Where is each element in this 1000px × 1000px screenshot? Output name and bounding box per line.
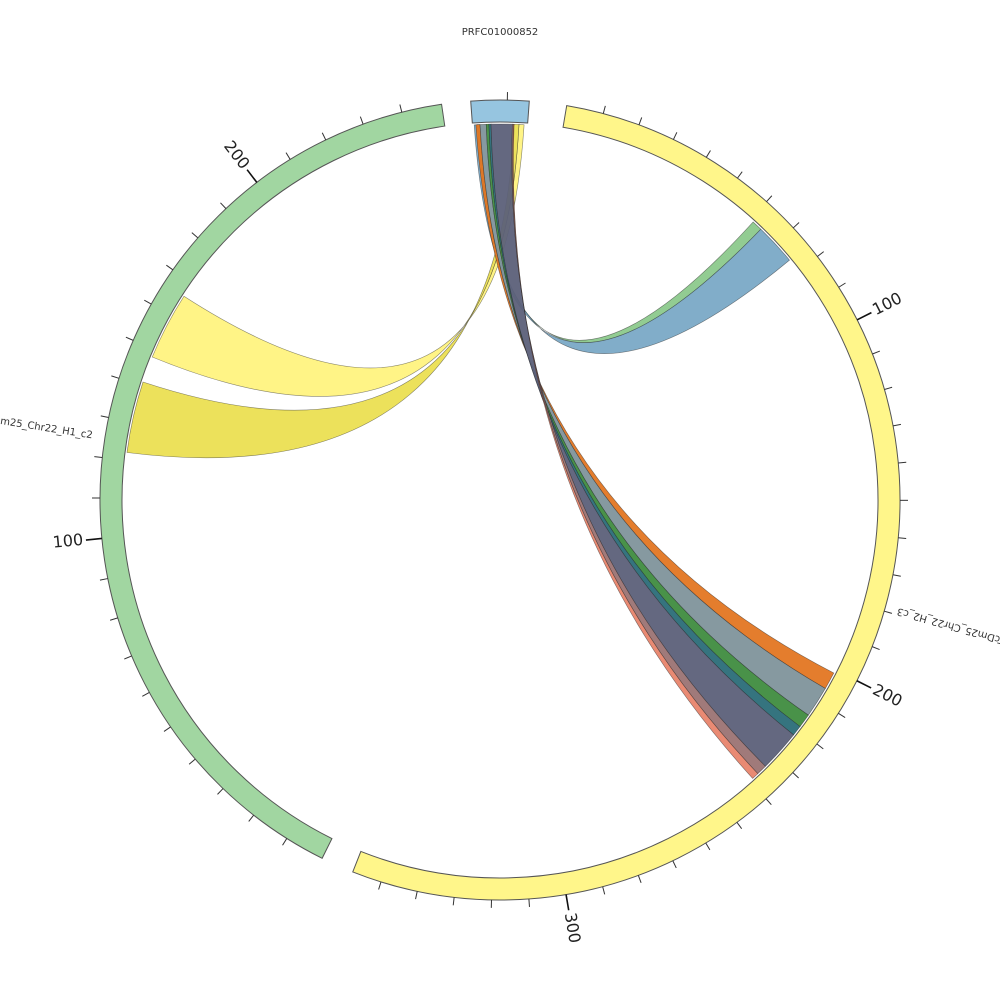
major-tick	[856, 680, 872, 689]
minor-tick	[166, 264, 174, 271]
minor-tick	[672, 132, 678, 140]
minor-tick	[898, 537, 907, 539]
minor-tick	[638, 117, 643, 126]
minor-tick	[736, 821, 743, 830]
ideogram-h2	[352, 105, 901, 901]
ideogram-prfc	[470, 99, 530, 124]
minor-tick	[792, 222, 800, 229]
minor-tick	[602, 105, 606, 114]
minor-tick	[248, 814, 255, 822]
tick-label: 200	[220, 137, 254, 173]
minor-tick	[898, 461, 907, 464]
minor-tick	[99, 578, 108, 581]
minor-tick	[191, 232, 199, 239]
ribbon-prfc-h1-1	[126, 123, 520, 459]
minor-tick	[188, 758, 196, 765]
minor-tick	[528, 898, 530, 907]
major-tick	[246, 169, 258, 183]
minor-tick	[884, 610, 893, 614]
minor-tick	[892, 574, 901, 577]
major-tick	[565, 894, 570, 911]
minor-tick	[359, 116, 364, 125]
segment-label-h2: TcDm25_Chr22_H2_c3	[896, 605, 1000, 646]
minor-tick	[142, 691, 150, 697]
minor-tick	[321, 132, 327, 141]
minor-tick	[884, 386, 893, 390]
minor-tick	[766, 195, 773, 203]
minor-tick	[94, 456, 103, 459]
minor-tick	[125, 336, 134, 341]
minor-tick	[285, 152, 291, 160]
minor-tick	[705, 842, 711, 851]
minor-tick	[378, 881, 382, 890]
tick-label: 100	[869, 288, 905, 319]
minor-tick	[124, 655, 132, 660]
minor-tick	[602, 886, 606, 895]
minor-tick	[452, 897, 455, 906]
minor-tick	[144, 299, 152, 305]
minor-tick	[817, 251, 825, 257]
ribbon-prfc-h2-10	[512, 123, 759, 779]
minor-tick	[399, 104, 403, 113]
ideogram-layer	[99, 99, 901, 901]
minor-tick	[871, 646, 880, 650]
minor-tick	[217, 788, 224, 795]
minor-tick	[737, 171, 743, 179]
segment-label-h1: TcDm25_Chr22_H1_c2	[0, 413, 93, 441]
segment-label-prfc: PRFC01000852	[462, 27, 539, 38]
tick-label: 200	[870, 680, 906, 711]
tick-label: 300	[561, 911, 585, 944]
minor-tick	[765, 798, 772, 806]
minor-tick	[415, 891, 418, 900]
major-tick	[856, 311, 872, 321]
minor-tick	[109, 617, 118, 621]
minor-tick	[111, 375, 120, 379]
minor-tick	[872, 350, 881, 355]
major-tick	[85, 537, 102, 541]
tick-label: 100	[52, 530, 84, 552]
minor-tick	[816, 743, 824, 750]
minor-tick	[672, 860, 677, 869]
ideogram-h1	[99, 103, 446, 859]
minor-tick	[838, 282, 846, 288]
minor-tick	[838, 712, 846, 718]
minor-tick	[163, 726, 171, 732]
minor-tick	[220, 202, 227, 209]
minor-tick	[637, 875, 642, 884]
minor-tick	[100, 415, 109, 418]
tick-layer	[85, 92, 908, 911]
minor-tick	[892, 423, 902, 427]
ribbon-layer	[126, 123, 835, 779]
minor-tick	[282, 838, 288, 846]
minor-tick	[792, 772, 799, 779]
minor-tick	[705, 150, 711, 158]
